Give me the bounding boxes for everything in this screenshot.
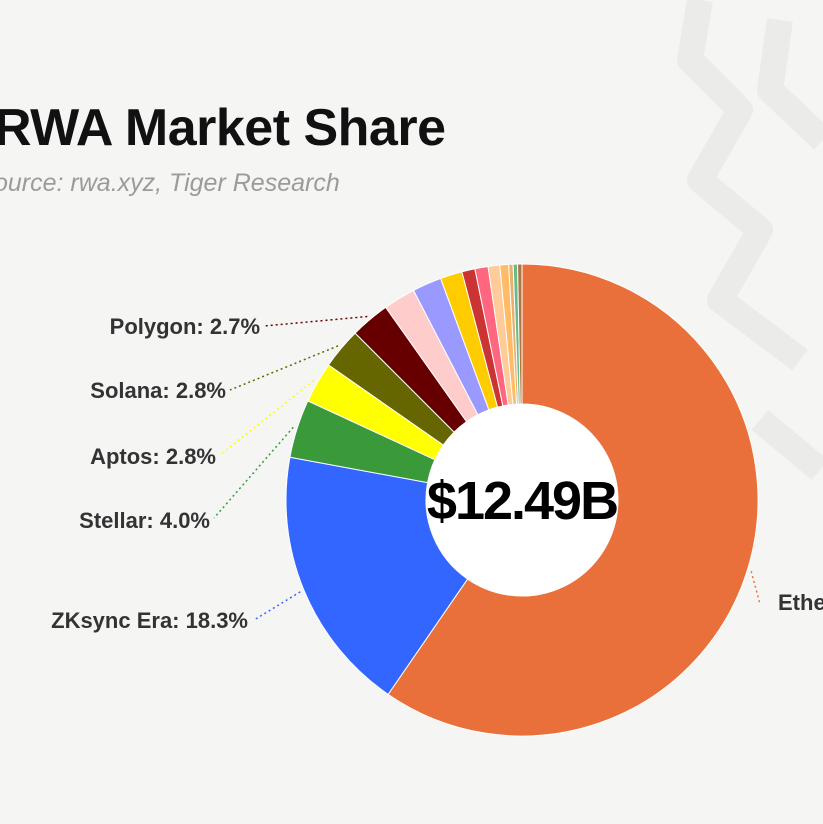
slice-label: Stellar: 4.0% <box>79 508 210 533</box>
slice-label: Solana: 2.8% <box>90 378 226 403</box>
leader-line <box>254 592 300 620</box>
leader-line <box>264 317 367 326</box>
slice-label: Aptos: 2.8% <box>90 444 216 469</box>
slice-label: ZKsync Era: 18.3% <box>51 608 248 633</box>
slice-label: Ethe <box>778 590 823 615</box>
leader-line <box>751 571 760 604</box>
slice-label: Polygon: 2.7% <box>110 314 260 339</box>
leader-line <box>214 427 293 518</box>
total-value-label: $12.49B <box>427 471 617 531</box>
